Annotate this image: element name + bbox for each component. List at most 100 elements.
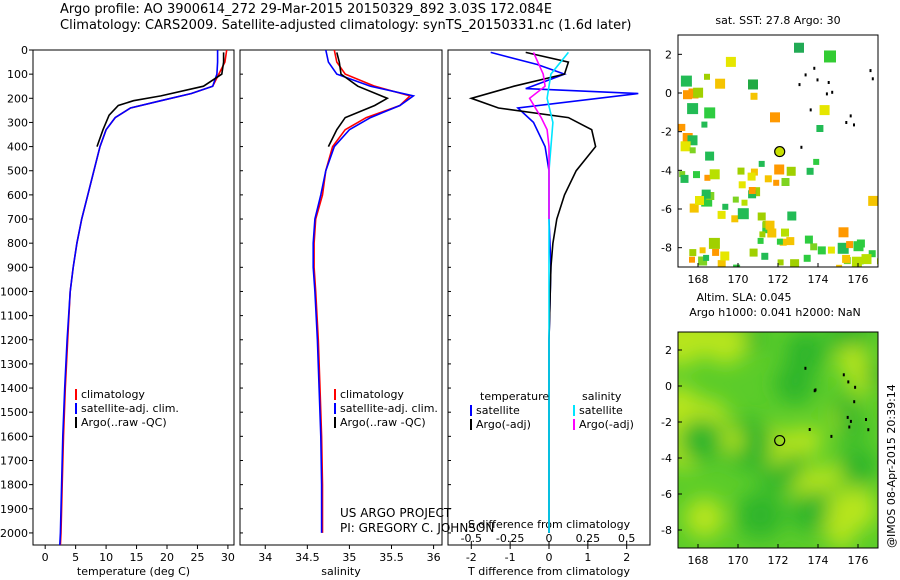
argo-position-marker <box>774 145 786 158</box>
y-tick-label: 2000 <box>0 527 28 540</box>
sst-cell <box>786 237 795 246</box>
sla-blob <box>837 344 869 377</box>
sst-cell <box>689 147 696 154</box>
map-x-tick-label: 172 <box>768 554 789 567</box>
map-title: Argo h1000: 0.041 h2000: NaN <box>689 306 861 319</box>
island-speck <box>849 114 852 118</box>
sst-cell <box>704 174 711 181</box>
sst-cell <box>687 103 699 115</box>
imos-timestamp: @IMOS 08-Apr-2015 20:39:14 <box>885 384 898 548</box>
x-tick-label: 34 <box>258 551 272 564</box>
sst-cell <box>748 190 757 199</box>
y-tick-label: 0 <box>21 44 28 57</box>
sst-cell <box>856 239 865 248</box>
sst-cell <box>695 196 704 205</box>
legend-label: Argo(-adj) <box>476 418 531 431</box>
sst-cell <box>704 107 716 119</box>
series-line-3 <box>96 52 225 147</box>
sst-cell <box>720 251 730 261</box>
sst-cell <box>764 175 772 183</box>
sst-cell <box>804 235 813 244</box>
x2-tick-label: 0.25 <box>576 532 601 545</box>
x-tick-label: 35 <box>342 551 356 564</box>
island-speck <box>846 415 849 419</box>
x-tick-label: 35.5 <box>379 551 404 564</box>
sst-cell <box>738 181 746 189</box>
sst-cell <box>680 174 689 183</box>
island-speck <box>800 145 803 149</box>
legend-label: satellite <box>476 404 520 417</box>
y-tick-label: 1000 <box>0 285 28 298</box>
map-title: Altim. SLA: 0.045 <box>696 291 791 304</box>
sst-cell <box>776 238 783 245</box>
x-tick-label: 34.5 <box>295 551 320 564</box>
y-tick-label: 1700 <box>0 454 28 467</box>
sst-cell <box>781 228 789 237</box>
sst-cell <box>701 195 713 207</box>
legend-label: satellite-adj. clim. <box>81 402 179 415</box>
x2-tick-label: 0 <box>546 532 553 545</box>
sst-cell <box>715 78 726 89</box>
island-speck <box>808 428 811 431</box>
x-tick-label: 2 <box>623 551 630 564</box>
sla-blob <box>678 332 705 367</box>
y-tick-label: 700 <box>7 213 28 226</box>
island-speck <box>865 418 867 421</box>
sst-cell <box>705 151 715 161</box>
header-line-2: Climatology: CARS2009. Satellite-adjuste… <box>60 18 632 33</box>
sst-cell <box>689 249 697 257</box>
legend-label: satellite <box>579 404 623 417</box>
island-speck <box>809 108 812 112</box>
map-x-tick-label: 172 <box>768 273 789 286</box>
sst-cell <box>687 135 698 146</box>
pi-credit: PI: GREGORY C. JOHNSON <box>340 521 495 535</box>
map-y-tick-label: 2 <box>665 48 672 61</box>
map-y-tick-label: -8 <box>661 524 672 537</box>
map-x-tick-label: 174 <box>808 273 829 286</box>
map-y-tick-label: -6 <box>661 488 672 501</box>
sst-cell <box>868 195 878 206</box>
x-tick-label: 15 <box>130 551 144 564</box>
sst-cell <box>750 92 758 100</box>
x2-tick-label: 0.5 <box>618 532 636 545</box>
sst-cell <box>722 203 729 210</box>
sst-cell <box>761 252 769 260</box>
y-tick-label: 400 <box>7 141 28 154</box>
x-axis-label: salinity <box>321 565 361 578</box>
legend-label: Argo(..raw -QC) <box>81 416 167 429</box>
sst-cell <box>837 242 849 254</box>
map-y-tick-label: -2 <box>661 416 672 429</box>
profile-panel-2: 34 34.5 35 35.5 36 salinity climatologysatelli… <box>239 49 443 578</box>
series-line-2 <box>468 51 597 533</box>
sst-cell <box>838 227 849 238</box>
sst-cell <box>851 256 862 267</box>
y-tick-label: 1800 <box>0 479 28 492</box>
island-speck <box>871 77 874 81</box>
sst-cell <box>701 121 708 128</box>
sst-cell <box>767 228 777 238</box>
sla-blob <box>703 332 748 365</box>
project-credit: US ARGO PROJECT <box>340 506 452 520</box>
x-tick-label: 20 <box>160 551 174 564</box>
profile-panel-1: 0 5 10 15 20 25 30 temperature (deg C) 0 100 200 30… <box>0 44 235 578</box>
x-axis-label: temperature (deg C) <box>77 565 190 578</box>
sst-cell <box>781 178 790 186</box>
sst-cell <box>774 164 785 175</box>
sla-blob <box>774 364 815 404</box>
sst-cell <box>813 158 820 165</box>
sst-cell <box>725 56 736 67</box>
map-y-tick-label: 0 <box>665 87 672 100</box>
sst-cell <box>733 264 741 267</box>
sst-cell <box>819 105 830 116</box>
sst-cell <box>693 87 704 98</box>
y-tick-label: 900 <box>7 261 28 274</box>
sst-cell <box>717 260 726 267</box>
sst-cell <box>701 189 711 199</box>
x2-tick-label: -0.5 <box>461 532 482 545</box>
sst-cell <box>759 231 766 238</box>
sst-cell <box>679 171 686 178</box>
legend-label: climatology <box>340 388 404 401</box>
x-tick-label: 36 <box>427 551 441 564</box>
sst-cell <box>703 254 710 261</box>
